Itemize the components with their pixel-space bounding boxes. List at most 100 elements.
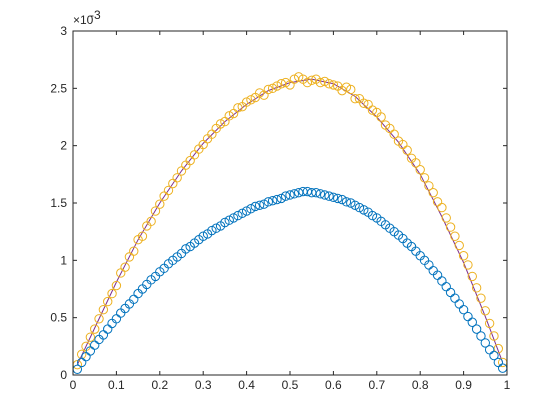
data-point — [120, 262, 130, 272]
data-point — [198, 231, 208, 241]
data-point — [241, 97, 252, 107]
data-point — [302, 77, 313, 88]
x-tick-label: 1 — [504, 378, 511, 392]
data-point — [163, 185, 174, 196]
x-tick-label: 0.3 — [195, 378, 212, 392]
data-point — [411, 158, 421, 168]
data-point — [263, 84, 273, 95]
data-point — [476, 293, 486, 303]
data-point — [250, 201, 260, 212]
points-layer — [72, 72, 508, 374]
y-tick-label: 2.5 — [50, 81, 67, 95]
data-point — [402, 145, 412, 155]
data-point — [246, 95, 256, 105]
data-point — [107, 288, 117, 299]
data-point — [324, 79, 334, 89]
x-tick-label: 0.8 — [412, 378, 429, 392]
data-point — [293, 72, 304, 82]
data-point — [359, 98, 369, 108]
data-point — [324, 191, 334, 201]
data-point — [155, 199, 165, 209]
y-tick-label: 1 — [60, 253, 67, 267]
data-point — [241, 206, 252, 216]
data-point — [111, 280, 122, 291]
y-tick-label: 2 — [60, 139, 67, 153]
data-point — [354, 202, 365, 213]
data-point — [272, 81, 282, 91]
data-point — [484, 318, 495, 329]
data-point — [285, 190, 295, 200]
data-point — [276, 193, 287, 204]
data-point — [419, 173, 430, 183]
y-tick-label: 0.5 — [50, 311, 67, 325]
data-point — [137, 231, 148, 241]
data-point — [224, 111, 234, 121]
data-point — [350, 93, 360, 104]
data-point — [224, 215, 234, 225]
data-point — [129, 246, 139, 256]
data-point — [272, 194, 282, 205]
data-point — [98, 304, 109, 315]
data-point — [311, 187, 321, 198]
data-point — [267, 196, 278, 206]
data-point — [320, 76, 330, 87]
data-point — [233, 210, 243, 221]
data-point — [320, 190, 330, 200]
data-point — [307, 75, 317, 86]
data-point — [450, 231, 460, 241]
x-tick-label: 0.6 — [325, 378, 342, 392]
data-point — [415, 165, 425, 175]
data-point — [328, 80, 339, 90]
data-point — [489, 350, 499, 361]
data-point — [389, 129, 399, 139]
data-point — [246, 204, 256, 214]
y-exponent-power: -3 — [90, 8, 101, 22]
data-point — [267, 83, 278, 94]
data-point — [220, 217, 230, 228]
data-point — [480, 338, 490, 348]
data-point — [437, 202, 447, 213]
data-point — [337, 194, 347, 205]
data-point — [254, 200, 265, 210]
data-point — [211, 223, 221, 233]
series-1 — [72, 186, 508, 374]
data-point — [350, 200, 360, 210]
data-point — [233, 103, 243, 113]
data-point — [259, 199, 269, 209]
y-tick-label: 0 — [60, 368, 67, 382]
data-point — [280, 77, 291, 88]
data-point — [341, 197, 352, 207]
x-tick-label: 0 — [70, 378, 77, 392]
x-tick-label: 0.5 — [282, 378, 299, 392]
data-point — [458, 251, 469, 261]
data-point — [333, 193, 343, 204]
x-tick-label: 0.7 — [368, 378, 385, 392]
data-point — [367, 105, 378, 115]
data-point — [90, 324, 100, 334]
data-point — [315, 189, 326, 199]
data-point — [467, 271, 477, 282]
x-ticks: 0 0.1 0.2 0.3 0.4 0.5 0.6 0.7 0.8 0.9 1 — [70, 31, 511, 392]
data-point — [454, 240, 464, 251]
data-point — [103, 296, 113, 307]
data-point — [480, 306, 490, 316]
data-point — [424, 181, 434, 191]
data-point — [146, 216, 156, 227]
data-point — [471, 283, 482, 293]
data-point — [237, 208, 247, 219]
data-point — [207, 225, 217, 236]
y-exponent-label: ×10 — [73, 13, 94, 27]
data-point — [228, 213, 239, 223]
data-point — [346, 198, 356, 208]
data-point — [328, 192, 339, 202]
data-point — [215, 119, 226, 129]
x-tick-label: 0.9 — [455, 378, 472, 392]
data-point — [445, 222, 456, 232]
data-point — [94, 314, 104, 324]
data-point — [489, 331, 499, 341]
data-point — [280, 191, 291, 201]
data-point — [341, 82, 352, 92]
data-point — [254, 88, 265, 98]
